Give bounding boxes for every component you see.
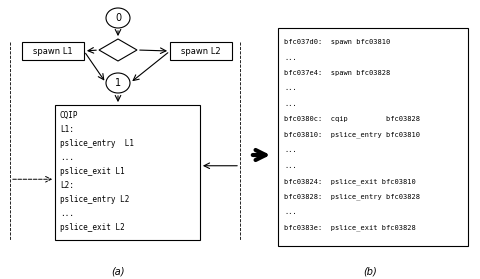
Text: CQIP: CQIP xyxy=(60,110,79,119)
Text: (b): (b) xyxy=(363,267,377,277)
Text: bfc03824:  pslice_exit bfc03810: bfc03824: pslice_exit bfc03810 xyxy=(284,178,416,185)
Text: ...: ... xyxy=(284,210,297,215)
FancyBboxPatch shape xyxy=(55,105,200,240)
Polygon shape xyxy=(99,39,137,61)
Text: ...: ... xyxy=(60,208,74,218)
Text: ...: ... xyxy=(60,153,74,162)
Text: bfc037e4:  spawn bfc03828: bfc037e4: spawn bfc03828 xyxy=(284,70,390,76)
Text: ...: ... xyxy=(284,101,297,107)
Text: bfc0380c:  cqip         bfc03828: bfc0380c: cqip bfc03828 xyxy=(284,117,420,122)
Text: 0: 0 xyxy=(115,13,121,23)
Text: pslice_entry L2: pslice_entry L2 xyxy=(60,194,130,203)
FancyBboxPatch shape xyxy=(22,42,84,60)
Text: 1: 1 xyxy=(115,78,121,88)
Text: pslice_exit L1: pslice_exit L1 xyxy=(60,167,125,175)
Text: L2:: L2: xyxy=(60,181,74,189)
Text: ...: ... xyxy=(284,54,297,61)
Text: L1:: L1: xyxy=(60,124,74,133)
FancyBboxPatch shape xyxy=(278,28,468,246)
Text: ...: ... xyxy=(284,163,297,169)
Text: bfc03828:  pslice_entry bfc03828: bfc03828: pslice_entry bfc03828 xyxy=(284,194,420,200)
Text: pslice_exit L2: pslice_exit L2 xyxy=(60,222,125,232)
Text: ...: ... xyxy=(284,148,297,153)
FancyBboxPatch shape xyxy=(170,42,232,60)
Text: spawn L1: spawn L1 xyxy=(33,47,73,56)
Text: bfc03810:  pslice_entry bfc03810: bfc03810: pslice_entry bfc03810 xyxy=(284,132,420,138)
Text: bfc037d0:  spawn bfc03810: bfc037d0: spawn bfc03810 xyxy=(284,39,390,45)
Text: (a): (a) xyxy=(111,267,125,277)
Text: spawn L2: spawn L2 xyxy=(181,47,221,56)
Text: ...: ... xyxy=(284,85,297,92)
Ellipse shape xyxy=(106,73,130,93)
Text: pslice_entry  L1: pslice_entry L1 xyxy=(60,138,134,148)
Text: bfc0383e:  pslice_exit bfc03828: bfc0383e: pslice_exit bfc03828 xyxy=(284,225,416,231)
Ellipse shape xyxy=(106,8,130,28)
